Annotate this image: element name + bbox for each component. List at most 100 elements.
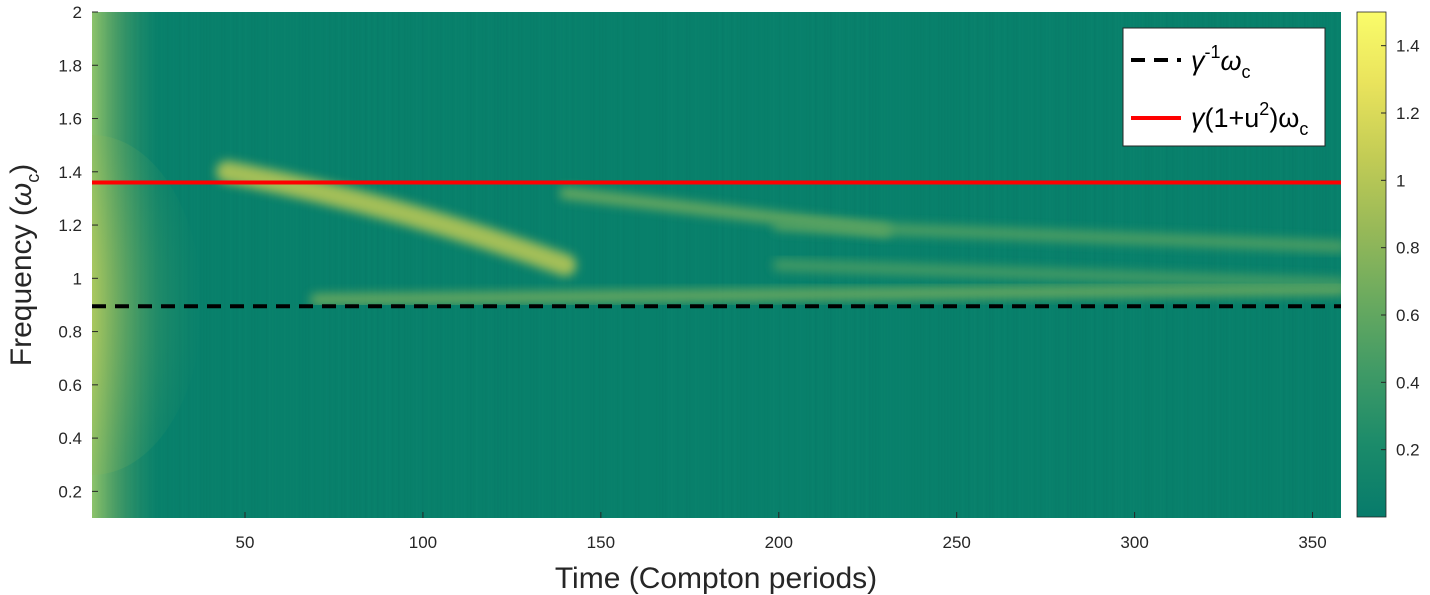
heatmap-stripe bbox=[1055, 12, 1057, 518]
heatmap-stripe bbox=[350, 12, 352, 518]
heatmap-stripe bbox=[1112, 12, 1114, 518]
heatmap-stripe bbox=[1202, 12, 1204, 518]
heatmap-stripe bbox=[425, 12, 427, 518]
heatmap-stripe bbox=[731, 12, 733, 518]
heatmap-stripe bbox=[680, 12, 682, 518]
heatmap-stripe bbox=[698, 12, 700, 518]
heatmap-stripe bbox=[515, 12, 517, 518]
heatmap-stripe bbox=[710, 12, 712, 518]
y-tick-label: 0.2 bbox=[58, 482, 82, 501]
heatmap-stripe bbox=[1082, 12, 1084, 518]
heatmap-stripe bbox=[359, 12, 361, 518]
heatmap-stripe bbox=[398, 12, 400, 518]
heatmap-stripe bbox=[1157, 12, 1159, 518]
heatmap-stripe bbox=[1010, 12, 1012, 518]
heatmap-stripe bbox=[1109, 12, 1111, 518]
heatmap-stripe bbox=[347, 12, 349, 518]
heatmap-stripe bbox=[1127, 12, 1129, 518]
heatmap-stripe bbox=[683, 12, 685, 518]
heatmap-stripe bbox=[761, 12, 763, 518]
heatmap-stripe bbox=[284, 12, 286, 518]
y-tick-label: 1 bbox=[73, 269, 82, 288]
heatmap-stripe bbox=[644, 12, 646, 518]
y-tick-label: 0.4 bbox=[58, 429, 82, 448]
heatmap-stripe bbox=[281, 12, 283, 518]
colorbar: 0.2 0.4 0.6 0.8 1 1.2 1.4 bbox=[1356, 11, 1420, 518]
heatmap-stripe bbox=[974, 12, 976, 518]
heatmap-stripe bbox=[1280, 12, 1282, 518]
heatmap-stripe bbox=[527, 12, 529, 518]
heatmap-stripe bbox=[1217, 12, 1219, 518]
heatmap-stripe bbox=[623, 12, 625, 518]
heatmap-stripe bbox=[1199, 12, 1201, 518]
heatmap-stripe bbox=[413, 12, 415, 518]
x-tick-label: 50 bbox=[236, 533, 255, 552]
heatmap-stripe bbox=[431, 12, 433, 518]
heatmap-stripe bbox=[1097, 12, 1099, 518]
heatmap-stripe bbox=[200, 12, 202, 518]
heatmap-stripe bbox=[1229, 12, 1231, 518]
y-tick-label: 1.6 bbox=[58, 110, 82, 129]
heatmap-stripe bbox=[1232, 12, 1234, 518]
heatmap-stripe bbox=[275, 12, 277, 518]
heatmap-stripe bbox=[1277, 12, 1279, 518]
heatmap-stripe bbox=[1070, 12, 1072, 518]
heatmap-stripe bbox=[482, 12, 484, 518]
heatmap-stripe bbox=[965, 12, 967, 518]
heatmap-stripe bbox=[308, 12, 310, 518]
heatmap-stripe bbox=[329, 12, 331, 518]
y-axis-title: Frequency (ωc) bbox=[5, 164, 43, 366]
heatmap-stripe bbox=[1271, 12, 1273, 518]
heatmap-stripe bbox=[1286, 12, 1288, 518]
heatmap-stripe bbox=[1313, 12, 1315, 518]
heatmap-stripe bbox=[1064, 12, 1066, 518]
heatmap-stripe bbox=[668, 12, 670, 518]
heatmap-stripe bbox=[500, 12, 502, 518]
heatmap-stripe bbox=[1283, 12, 1285, 518]
heatmap-stripe bbox=[1151, 12, 1153, 518]
heatmap-stripe bbox=[392, 12, 394, 518]
heatmap-stripe bbox=[1043, 12, 1045, 518]
heatmap-stripe bbox=[428, 12, 430, 518]
heatmap-stripe bbox=[257, 12, 259, 518]
heatmap-stripe bbox=[719, 12, 721, 518]
heatmap-stripe bbox=[1187, 12, 1189, 518]
heatmap-stripe bbox=[647, 12, 649, 518]
heatmap-stripe bbox=[416, 12, 418, 518]
heatmap-stripe bbox=[1136, 12, 1138, 518]
heatmap-stripe bbox=[1304, 12, 1306, 518]
heatmap-stripe bbox=[1259, 12, 1261, 518]
heatmap-stripe bbox=[686, 12, 688, 518]
heatmap-stripe bbox=[326, 12, 328, 518]
heatmap-stripe bbox=[1118, 12, 1120, 518]
colorbar-ticks: 0.2 0.4 0.6 0.8 1 1.2 1.4 bbox=[1381, 37, 1420, 460]
heatmap-stripe bbox=[434, 12, 436, 518]
heatmap-stripe bbox=[1169, 12, 1171, 518]
heatmap-stripe bbox=[980, 12, 982, 518]
heatmap-stripe bbox=[578, 12, 580, 518]
heatmap-stripe bbox=[1253, 12, 1255, 518]
heatmap-stripe bbox=[353, 12, 355, 518]
legend: γ-1ωc γ(1+u2)ωc bbox=[1122, 27, 1326, 147]
x-tick-label: 200 bbox=[765, 533, 793, 552]
heatmap-stripe bbox=[1310, 12, 1312, 518]
heatmap-stripe bbox=[1274, 12, 1276, 518]
heatmap-stripe bbox=[263, 12, 265, 518]
heatmap-stripe bbox=[1049, 12, 1051, 518]
heatmap-stripe bbox=[404, 12, 406, 518]
heatmap-stripe bbox=[473, 12, 475, 518]
heatmap-stripe bbox=[995, 12, 997, 518]
heatmap-stripe bbox=[689, 12, 691, 518]
heatmap-stripe bbox=[1085, 12, 1087, 518]
heatmap-stripe bbox=[1124, 12, 1126, 518]
heatmap-stripe bbox=[989, 12, 991, 518]
colorbar-tick-label: 1.4 bbox=[1396, 37, 1420, 56]
heatmap-stripe bbox=[581, 12, 583, 518]
heatmap-stripe bbox=[1073, 12, 1075, 518]
heatmap-stripe bbox=[656, 12, 658, 518]
heatmap-stripe bbox=[1001, 12, 1003, 518]
heatmap-stripe bbox=[977, 12, 979, 518]
heatmap-stripe bbox=[611, 12, 613, 518]
heatmap-stripe bbox=[1292, 12, 1294, 518]
